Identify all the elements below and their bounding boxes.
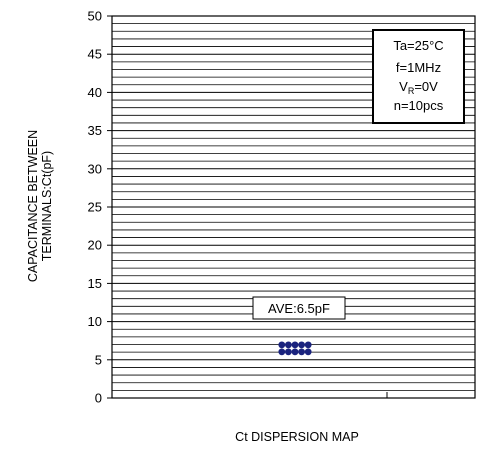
y-axis-title-line-1: CAPACITANCE BETWEEN	[26, 130, 40, 282]
condition-frequency: f=1MHz	[396, 60, 441, 75]
y-tick-label: 5	[95, 352, 102, 367]
data-point	[291, 341, 299, 349]
data-point	[304, 341, 312, 349]
average-label-box	[252, 296, 346, 320]
condition-reverse-voltage: VR=0V	[399, 79, 438, 96]
conditions-legend: Ta=25°C f=1MHz VR=0V n=10pcs	[372, 29, 465, 124]
data-point	[298, 341, 305, 349]
y-tick-label: 50	[88, 9, 102, 24]
y-tick-label: 10	[88, 314, 102, 329]
y-tick-label: 40	[88, 85, 102, 100]
condition-temperature: Ta=25°C	[393, 38, 443, 53]
y-tick-label: 25	[88, 200, 102, 215]
data-point	[285, 348, 292, 356]
data-point	[278, 341, 286, 349]
data-point	[304, 348, 312, 356]
x-axis-title: Ct DISPERSION MAP	[235, 430, 359, 444]
y-tick-label: 15	[88, 276, 102, 291]
voltage-suffix: =0V	[414, 79, 438, 94]
y-tick-label: 45	[88, 47, 102, 62]
average-annotation: AVE:6.5pF	[252, 296, 346, 320]
voltage-subscript: R	[408, 86, 415, 96]
plot-area-frame	[111, 15, 476, 399]
y-axis-ticks: 0 5 10 15 20 25 30 35 40 45 50	[88, 9, 112, 406]
data-point	[291, 348, 299, 356]
y-tick-label: 20	[88, 238, 102, 253]
data-point	[298, 348, 305, 356]
average-label: AVE:6.5pF	[268, 301, 330, 316]
y-tick-label: 35	[88, 123, 102, 138]
y-axis-title-line-2: TERMINALS:Ct(pF)	[40, 151, 54, 261]
data-point	[278, 348, 286, 356]
data-point	[285, 341, 292, 349]
data-points	[278, 341, 312, 356]
condition-sample-count: n=10pcs	[394, 98, 444, 113]
y-tick-label: 0	[95, 391, 102, 406]
conditions-box	[372, 29, 465, 124]
voltage-prefix: V	[399, 79, 408, 94]
y-tick-label: 30	[88, 161, 102, 176]
